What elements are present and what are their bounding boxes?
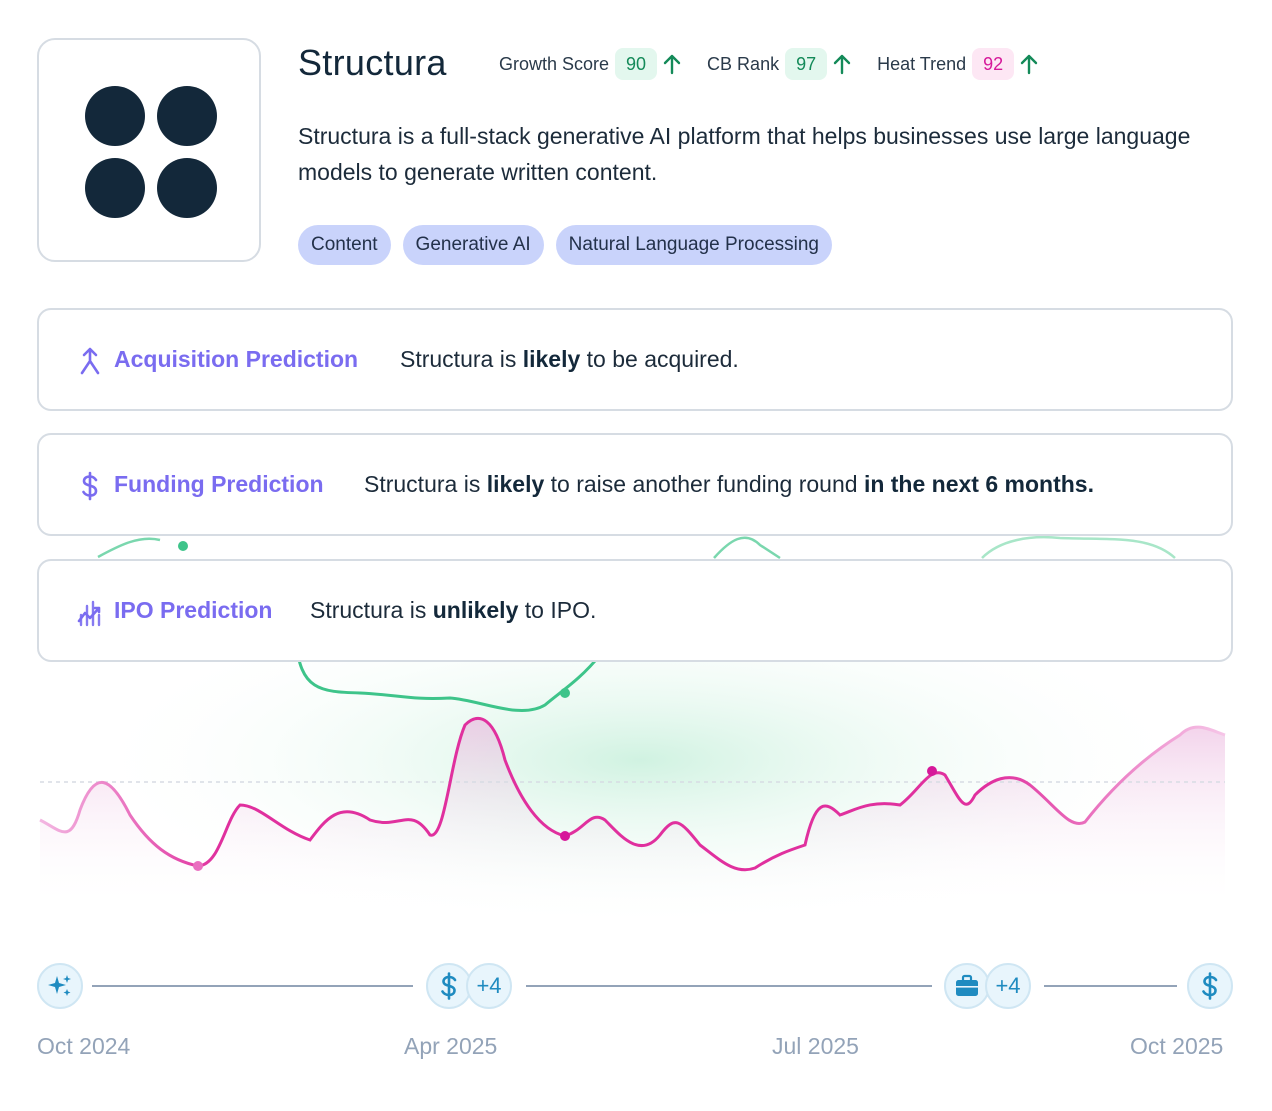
acquisition-prediction-text: Structura is likely to be acquired. [400, 346, 739, 372]
dollar-icon [82, 471, 98, 501]
growth-line [294, 639, 602, 713]
arrow-up-icon [1020, 54, 1038, 75]
growth-peak-mid [713, 536, 781, 560]
funding-prediction-title: Funding Prediction [114, 471, 324, 497]
heat-point[interactable] [193, 861, 203, 871]
heat-point[interactable] [560, 831, 570, 841]
metric-cb-rank[interactable]: CB Rank 97 [707, 48, 851, 80]
acquisition-prediction-card[interactable]: Acquisition Prediction Structura is like… [37, 308, 1233, 411]
timeline-event-acquisition[interactable] [944, 963, 990, 1009]
ipo-prediction-title: IPO Prediction [114, 597, 273, 623]
chart-trend-icon [77, 600, 101, 627]
arrow-up-icon [833, 54, 851, 75]
acquisition-prediction-title: Acquisition Prediction [114, 346, 359, 372]
metric-value: 97 [785, 48, 828, 80]
briefcase-icon [956, 974, 978, 996]
dollar-icon [441, 972, 457, 1000]
metric-label: Heat Trend [877, 53, 967, 74]
metric-value: 90 [615, 48, 658, 80]
timeline-event-sparkle[interactable] [37, 963, 83, 1009]
tag-generative-ai[interactable]: Generative AI [402, 225, 544, 265]
dollar-icon [1202, 972, 1218, 1000]
more-events-count: +4 [995, 973, 1021, 998]
timeline-event-funding[interactable] [1187, 963, 1233, 1009]
metric-growth-score[interactable]: Growth Score 90 [499, 48, 681, 80]
growth-point[interactable] [560, 688, 570, 698]
tag-nlp[interactable]: Natural Language Processing [555, 225, 833, 265]
funding-prediction-card[interactable]: Funding Prediction Structura is likely t… [37, 433, 1233, 536]
growth-peak-left [97, 537, 161, 559]
metric-heat-trend[interactable]: Heat Trend 92 [877, 48, 1038, 80]
growth-point[interactable] [178, 541, 188, 551]
timeline-event-more[interactable]: +4 [985, 963, 1031, 1009]
ipo-prediction-card[interactable]: IPO Prediction Structura is unlikely to … [37, 559, 1233, 662]
merge-arrow-icon [80, 347, 100, 375]
heat-line [39, 717, 1226, 872]
axis-label-start: Oct 2024 [37, 1033, 131, 1059]
arrow-up-icon [663, 54, 681, 75]
metric-label: Growth Score [499, 53, 610, 74]
company-logo [37, 38, 261, 262]
ipo-prediction-text: Structura is unlikely to IPO. [310, 597, 597, 623]
timeline-event-funding[interactable] [426, 963, 472, 1009]
tag-content[interactable]: Content [298, 225, 391, 265]
growth-peak-right [981, 535, 1176, 559]
axis-label: Jul 2025 [772, 1033, 859, 1059]
axis-label-end: Oct 2025 [1130, 1033, 1224, 1059]
heat-point[interactable] [927, 766, 937, 776]
funding-prediction-text: Structura is likely to raise another fun… [364, 471, 1094, 497]
more-events-count: +4 [476, 973, 502, 998]
timeline-event-more[interactable]: +4 [466, 963, 512, 1009]
heat-area [40, 718, 1225, 910]
metrics-row: Growth Score 90 CB Rank 97 Heat Trend 92 [499, 48, 1064, 80]
metric-value: 92 [972, 48, 1015, 80]
timeline-segment [1044, 985, 1177, 987]
metric-label: CB Rank [707, 53, 780, 74]
timeline-segment [92, 985, 413, 987]
company-name: Structura [298, 42, 447, 83]
tag-list: Content Generative AI Natural Language P… [298, 225, 844, 265]
axis-label: Apr 2025 [404, 1033, 498, 1059]
company-description: Structura is a full-stack generative AI … [298, 123, 1191, 185]
four-dots-logo-icon [85, 86, 217, 218]
timeline-segment [526, 985, 932, 987]
sparkle-icon [48, 975, 71, 996]
